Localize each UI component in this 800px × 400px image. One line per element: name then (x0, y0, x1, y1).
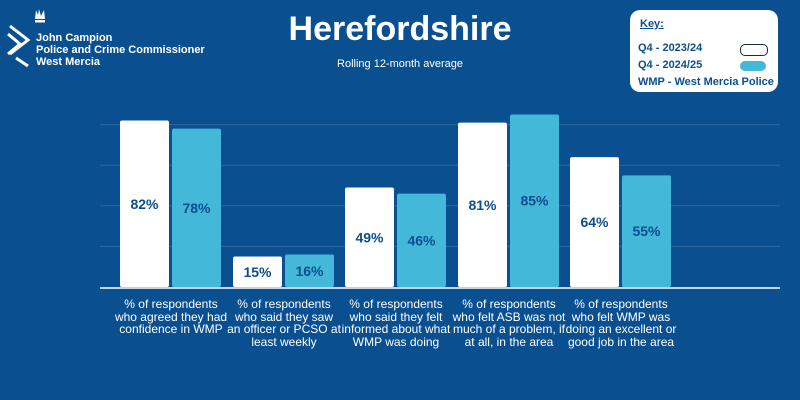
value-label: 49% (355, 229, 384, 245)
value-label: 85% (520, 193, 549, 209)
bar-series-a (458, 122, 507, 287)
page-title: Herefordshire (288, 10, 512, 48)
pcc-logo: John Campion Police and Crime Commission… (6, 4, 206, 68)
legend: Key: Q4 - 2023/24 Q4 - 2024/25 WMP - Wes… (630, 10, 778, 92)
page-subtitle: Rolling 12-month average (337, 58, 463, 70)
value-label: 81% (468, 197, 497, 213)
bar-series-a (345, 187, 394, 287)
value-label: 55% (632, 223, 661, 239)
logo-line: John Campion (36, 32, 113, 44)
bar-series-a (233, 256, 282, 287)
legend-swatch-series-a (740, 44, 768, 56)
x-tick-label: % of respondents who said they saw an of… (227, 297, 341, 349)
x-tick-label: % of respondents who felt ASB was not mu… (452, 297, 566, 349)
bar-series-b (172, 128, 221, 287)
value-label: 64% (580, 214, 609, 230)
value-label: 82% (130, 196, 159, 212)
bar-series-b (397, 193, 446, 287)
legend-swatch-series-b (740, 61, 766, 71)
value-label: 46% (407, 232, 436, 248)
bar-series-a (570, 157, 619, 287)
value-label: 16% (295, 263, 324, 279)
x-tick-label: % of respondents who said they felt info… (341, 297, 451, 349)
bar-series-b (622, 175, 671, 287)
value-label: 15% (243, 264, 272, 280)
legend-label-series-a: Q4 - 2023/24 (638, 42, 703, 54)
crown-crest-icon (7, 9, 45, 68)
legend-title: Key: (640, 18, 664, 30)
x-tick-label: % of respondents who agreed they had con… (114, 297, 228, 336)
logo-line: West Mercia (36, 56, 100, 68)
logo-text: John Campion Police and Crime Commission… (36, 32, 205, 68)
logo-line: Police and Crime Commissioner (36, 44, 205, 56)
bar-series-a (120, 120, 169, 287)
value-label: 78% (182, 200, 211, 216)
bar-series-b (285, 254, 334, 287)
legend-note: WMP - West Mercia Police (638, 76, 774, 88)
bar-series-b (510, 114, 559, 287)
legend-label-series-b: Q4 - 2024/25 (638, 59, 703, 71)
x-tick-label: % of respondents who felt WMP was doing … (565, 297, 677, 349)
